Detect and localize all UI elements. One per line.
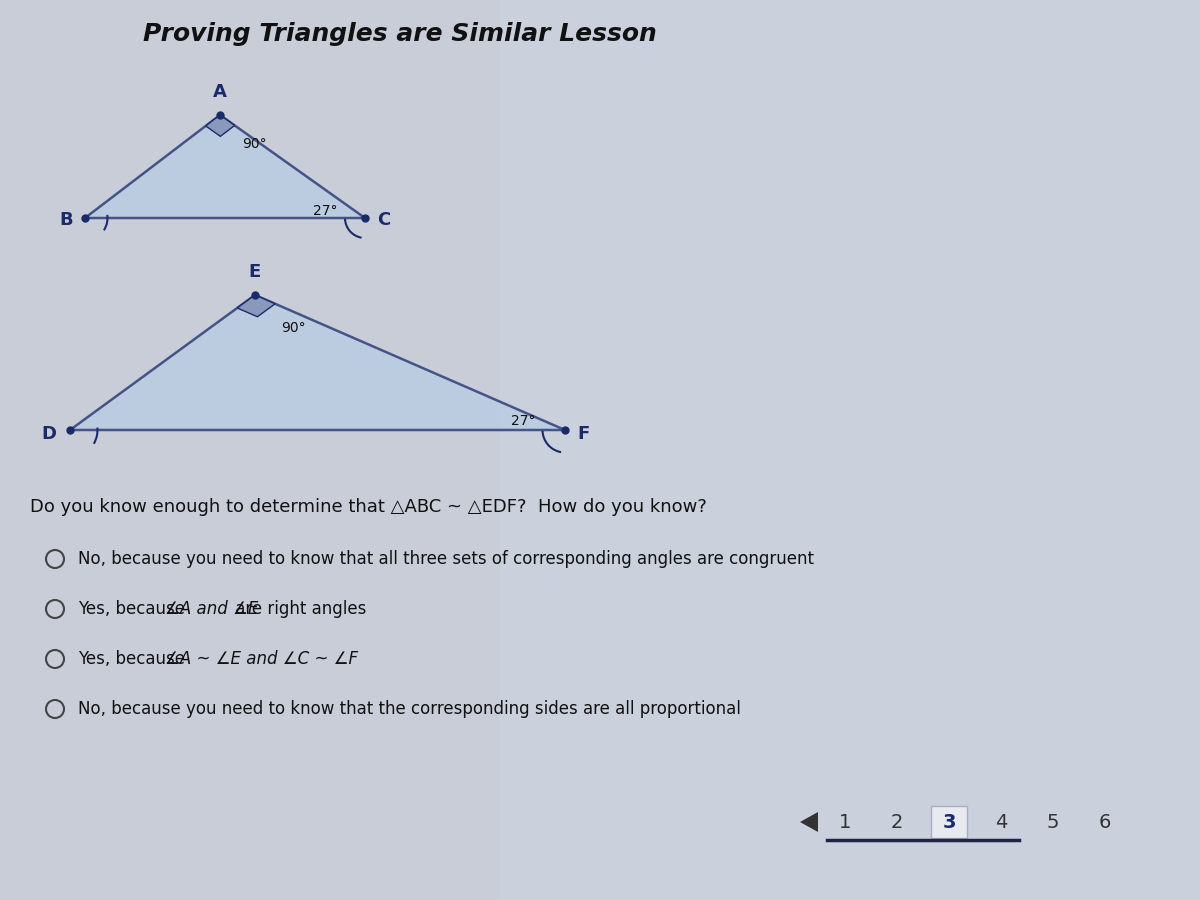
Text: E: E <box>248 263 262 281</box>
Polygon shape <box>800 812 818 832</box>
Text: C: C <box>377 211 390 229</box>
Text: 6: 6 <box>1099 813 1111 832</box>
Text: Proving Triangles are Similar Lesson: Proving Triangles are Similar Lesson <box>143 22 656 46</box>
Text: B: B <box>59 211 73 229</box>
Text: 2: 2 <box>890 813 904 832</box>
Text: 27°: 27° <box>510 414 535 428</box>
Text: 4: 4 <box>995 813 1007 832</box>
Text: 3: 3 <box>942 813 955 832</box>
Text: No, because you need to know that the corresponding sides are all proportional: No, because you need to know that the co… <box>78 700 740 718</box>
Text: Yes, because: Yes, because <box>78 600 191 618</box>
Text: D: D <box>41 425 56 443</box>
Text: are right angles: are right angles <box>230 600 366 618</box>
Text: ∠A and ∠E: ∠A and ∠E <box>166 600 258 618</box>
Text: A: A <box>214 83 227 101</box>
Text: 90°: 90° <box>242 137 266 151</box>
FancyBboxPatch shape <box>931 806 967 838</box>
Text: F: F <box>577 425 589 443</box>
Text: No, because you need to know that all three sets of corresponding angles are con: No, because you need to know that all th… <box>78 550 814 568</box>
Bar <box>500 0 1200 900</box>
Polygon shape <box>205 115 235 136</box>
Text: Yes, because: Yes, because <box>78 650 191 668</box>
Polygon shape <box>85 115 365 218</box>
Polygon shape <box>70 295 565 430</box>
Polygon shape <box>238 295 275 317</box>
Text: Do you know enough to determine that △ABC ~ △EDF?  How do you know?: Do you know enough to determine that △AB… <box>30 498 707 516</box>
Text: ∠A ~ ∠E and ∠C ~ ∠F: ∠A ~ ∠E and ∠C ~ ∠F <box>166 650 359 668</box>
Text: 27°: 27° <box>312 204 337 218</box>
Text: 1: 1 <box>839 813 851 832</box>
Text: 90°: 90° <box>281 321 306 335</box>
Text: 5: 5 <box>1046 813 1060 832</box>
